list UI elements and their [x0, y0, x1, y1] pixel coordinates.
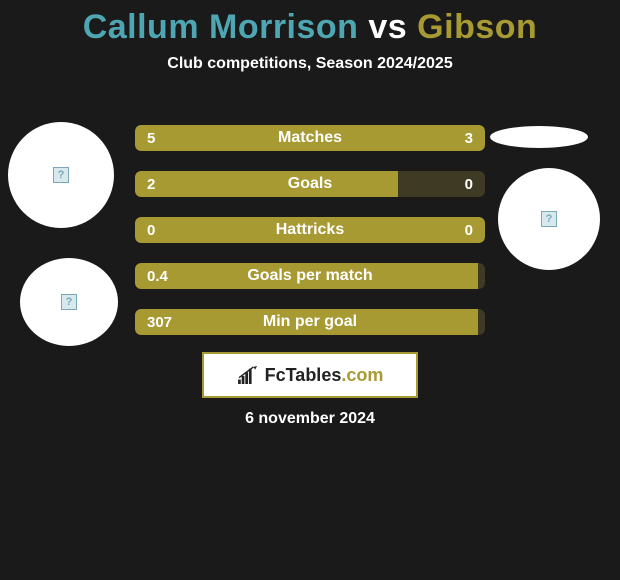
player2-avatar: ? [498, 168, 600, 270]
brand-logo-icon [237, 366, 259, 384]
player1-club-badge: ? [20, 258, 118, 346]
stat-label: Goals [135, 171, 485, 197]
stat-row: 00Hattricks [135, 217, 485, 243]
stat-row: 53Matches [135, 125, 485, 151]
date-label: 6 november 2024 [0, 410, 620, 428]
page-title: Callum Morrison vs Gibson [0, 0, 620, 47]
stat-label: Hattricks [135, 217, 485, 243]
title-vs: vs [358, 8, 417, 46]
player2-club-badge [490, 126, 588, 148]
image-placeholder-icon: ? [541, 211, 557, 227]
brand-suffix: .com [341, 365, 383, 385]
image-placeholder-icon: ? [61, 294, 77, 310]
stat-bars: 53Matches 20Goals 00Hattricks 0.4Goals per … [135, 125, 485, 355]
stat-label: Min per goal [135, 309, 485, 335]
title-player2: Gibson [417, 8, 537, 46]
brand-box[interactable]: FcTables.com [202, 352, 418, 398]
subtitle: Club competitions, Season 2024/2025 [0, 55, 620, 73]
stat-label: Matches [135, 125, 485, 151]
player1-avatar: ? [8, 122, 114, 228]
brand-text: FcTables.com [265, 365, 384, 386]
title-player1: Callum Morrison [83, 8, 359, 46]
stat-row: 0.4Goals per match [135, 263, 485, 289]
stat-label: Goals per match [135, 263, 485, 289]
stat-row: 20Goals [135, 171, 485, 197]
brand-name: FcTables [265, 365, 342, 385]
image-placeholder-icon: ? [53, 167, 69, 183]
stat-row: 307Min per goal [135, 309, 485, 335]
